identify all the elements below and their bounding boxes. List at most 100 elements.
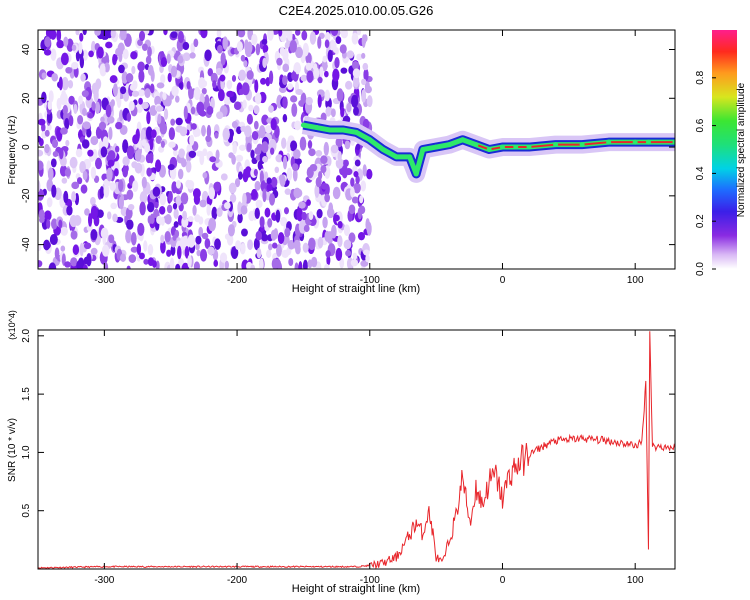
spectrogram-noise-cell — [354, 159, 361, 167]
spectrogram-noise-cell — [181, 216, 189, 228]
spectrogram-noise-cell — [65, 139, 70, 147]
spectrogram-noise-cell — [247, 239, 254, 251]
spectrogram-noise-cell — [58, 76, 63, 91]
spectrogram-noise-cell — [302, 42, 309, 57]
spectrogram-noise-cell — [216, 30, 222, 38]
spectrogram-noise-cell — [192, 204, 197, 216]
spectrogram-noise-cell — [288, 257, 294, 267]
spectrogram-noise-cell — [56, 97, 62, 110]
spectrogram-noise-cell — [320, 155, 328, 164]
spectrogram-noise-cell — [216, 67, 223, 76]
spectrogram-noise-cell — [282, 113, 288, 123]
spectrogram-noise-cell — [305, 96, 313, 106]
spectrogram-noise-cell — [345, 249, 352, 257]
spectrogram-noise-cell — [43, 239, 51, 251]
spectrogram-noise-cell — [56, 40, 65, 49]
spectrogram-noise-cell — [130, 232, 137, 246]
spectrogram-noise-cell — [246, 142, 252, 153]
spectrogram-noise-cell — [147, 46, 152, 58]
spectrogram-noise-cell — [143, 240, 148, 252]
spectrogram-noise-cell — [253, 168, 258, 177]
spectrogram-noise-cell — [316, 208, 323, 219]
spectrogram-noise-cell — [315, 176, 322, 188]
spectrogram-noise-cell — [331, 224, 337, 239]
spectrogram-noise-cell — [71, 191, 77, 203]
spectrogram-noise-cell — [314, 184, 320, 198]
colorbar-tick-label: 0.4 — [695, 166, 706, 180]
spectrogram-noise-cell — [141, 176, 147, 189]
spectrogram-noise-cell — [268, 70, 274, 85]
spectrogram-noise-cell — [44, 143, 50, 154]
spectrogram-y-ticks: -40 -20 0 20 40 — [21, 44, 675, 252]
spectrogram-noise-cell — [278, 174, 284, 183]
spectrogram-noise-cell — [356, 53, 363, 61]
spectrogram-noise-cell — [208, 217, 217, 232]
snr-x-tick-label: -200 — [227, 575, 247, 586]
spectrogram-noise-cell — [64, 168, 71, 177]
snr-y-multiplier: (x10^4) — [7, 310, 17, 340]
spectrogram-noise-cell — [182, 210, 187, 221]
spectrogram-noise-cell — [180, 192, 189, 205]
spectrogram-noise-cell — [308, 237, 316, 251]
spectrogram-noise-cell — [216, 207, 223, 218]
spectrogram-noise-cell — [260, 180, 269, 193]
spectrogram-noise-cell — [236, 126, 242, 135]
spectrogram-noise-cell — [88, 50, 94, 58]
spectrogram-x-axis-label: Height of straight line (km) — [292, 283, 420, 295]
spectrogram-noise-cell — [47, 167, 54, 181]
spectrogram-noise-cell — [282, 155, 288, 170]
spectrogram-noise-cell — [193, 261, 200, 269]
spectrogram-noise-cell — [188, 150, 197, 158]
spectrogram-noise-cell — [261, 38, 268, 45]
spectrogram-noise-cell — [295, 46, 303, 59]
spectrogram-noise-cell — [58, 147, 64, 160]
spectrogram-noise-cell — [80, 184, 88, 194]
spectrogram-noise-cell — [307, 140, 313, 149]
spectrogram-noise-cell — [228, 182, 237, 194]
spectrogram-noise-cell — [271, 258, 278, 269]
spectrogram-noise-cell — [193, 86, 201, 101]
spectrogram-noise-cell — [81, 90, 89, 98]
spectrogram-noise-cell — [177, 245, 182, 260]
spectrogram-ridge-point — [367, 137, 373, 143]
spectrogram-noise-cell — [239, 144, 246, 151]
spectrogram-noise-cell — [112, 54, 118, 62]
spectrogram-noise-cell — [120, 86, 127, 95]
spectrogram-noise-cell — [356, 30, 362, 36]
spectrogram-noise-cell — [339, 44, 347, 54]
spectrogram-noise-cell — [282, 96, 288, 109]
spectrogram-noise-cell — [112, 83, 118, 97]
spectrogram-noise-cell — [144, 88, 151, 99]
spectrogram-noise-cell — [155, 159, 162, 173]
spectrogram-noise-cell — [339, 257, 345, 269]
spectrogram-noise-cell — [49, 234, 58, 246]
spectrogram-noise-cell — [272, 242, 278, 249]
spectrogram-noise-cell — [150, 129, 157, 139]
spectrogram-noise-cell — [264, 207, 271, 218]
snr-x-tick-label: 0 — [500, 575, 506, 586]
spectrogram-noise-cell — [78, 41, 83, 55]
spectrogram-noise-cell — [324, 70, 329, 78]
spectrogram-noise-cell — [82, 49, 88, 61]
spectrogram-noise-cell — [253, 105, 260, 115]
spectrogram-noise-cell — [86, 224, 93, 232]
spectrogram-noise-cell — [365, 254, 370, 263]
spectrogram-noise-cell — [110, 202, 118, 210]
spectrogram-noise-cell — [351, 94, 359, 108]
spectrogram-noise-cell — [223, 201, 231, 210]
spectrogram-noise-cell — [266, 177, 272, 185]
spectrogram-noise-cell — [319, 66, 324, 78]
spectrogram-noise-cell — [286, 167, 293, 181]
spectrogram-noise-cell — [72, 244, 80, 255]
spectrogram-noise-cell — [330, 108, 336, 118]
spectrogram-noise-cell — [147, 201, 155, 213]
spectrogram-noise-cell — [317, 36, 322, 49]
spectrogram-noise-cell — [283, 207, 289, 215]
spectrogram-noise-cell — [180, 158, 187, 168]
spectrogram-noise-cell — [286, 30, 293, 41]
spectrogram-noise-cell — [255, 199, 263, 209]
spectrogram-noise-cell — [362, 62, 369, 71]
spectrogram-noise-cell — [138, 252, 145, 260]
spectrogram-noise-cell — [232, 141, 238, 155]
spectrogram-noise-cell — [220, 52, 226, 66]
